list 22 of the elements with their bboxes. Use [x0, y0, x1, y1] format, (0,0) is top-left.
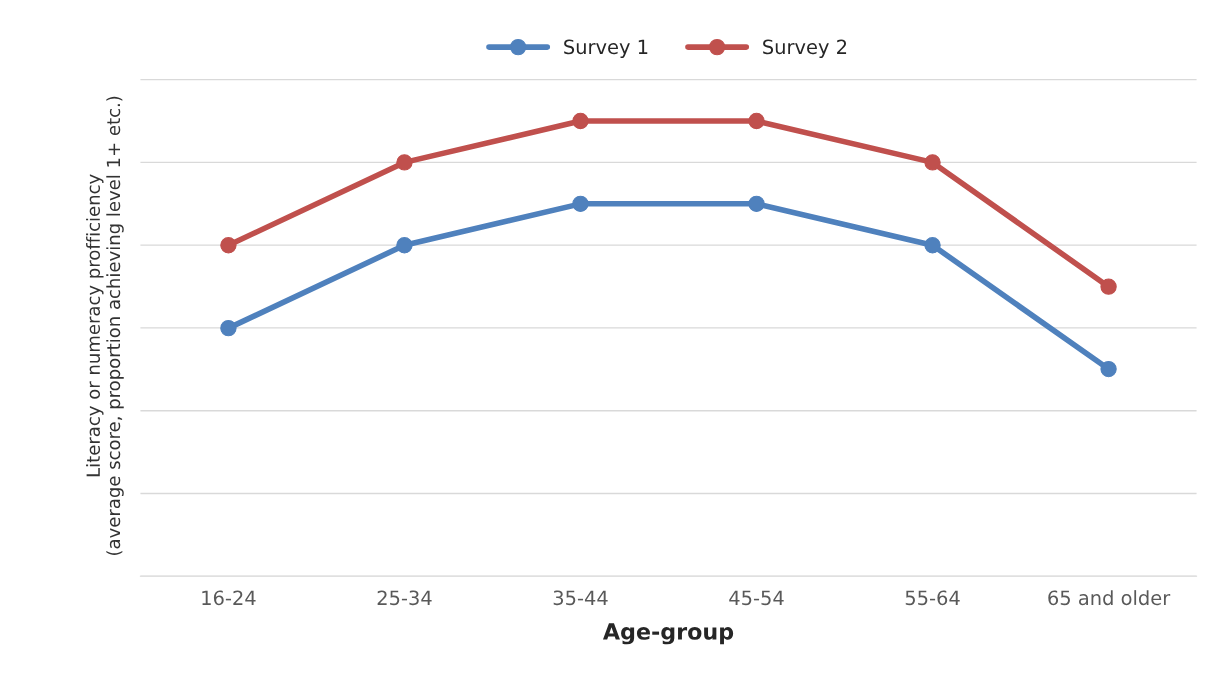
y-axis-title: Literacy or numeracy profficiency (average score, proportion achieving level 1+ etc.)	[86, 96, 124, 555]
x-tick-label: 35-44	[553, 590, 608, 606]
point	[572, 112, 589, 130]
point	[396, 237, 413, 254]
point	[220, 237, 237, 254]
point	[1100, 278, 1117, 295]
point	[748, 112, 765, 130]
x-tick-label: 65 and older	[1048, 590, 1171, 606]
x-tick-label: 16-24	[202, 590, 256, 606]
point	[924, 237, 941, 254]
point	[748, 195, 765, 212]
x-tick-label: 25-34	[377, 590, 432, 606]
x-axis-title: Age-group	[602, 623, 734, 645]
legend-label: Survey 1	[564, 39, 648, 58]
point	[572, 195, 589, 212]
point	[220, 319, 237, 337]
x-tick-label: 45-54	[729, 590, 784, 606]
point	[396, 154, 413, 171]
legend-label: Survey 2	[763, 39, 847, 58]
x-tick-label: 55-64	[905, 590, 960, 606]
point	[1100, 360, 1117, 378]
point	[924, 154, 941, 171]
